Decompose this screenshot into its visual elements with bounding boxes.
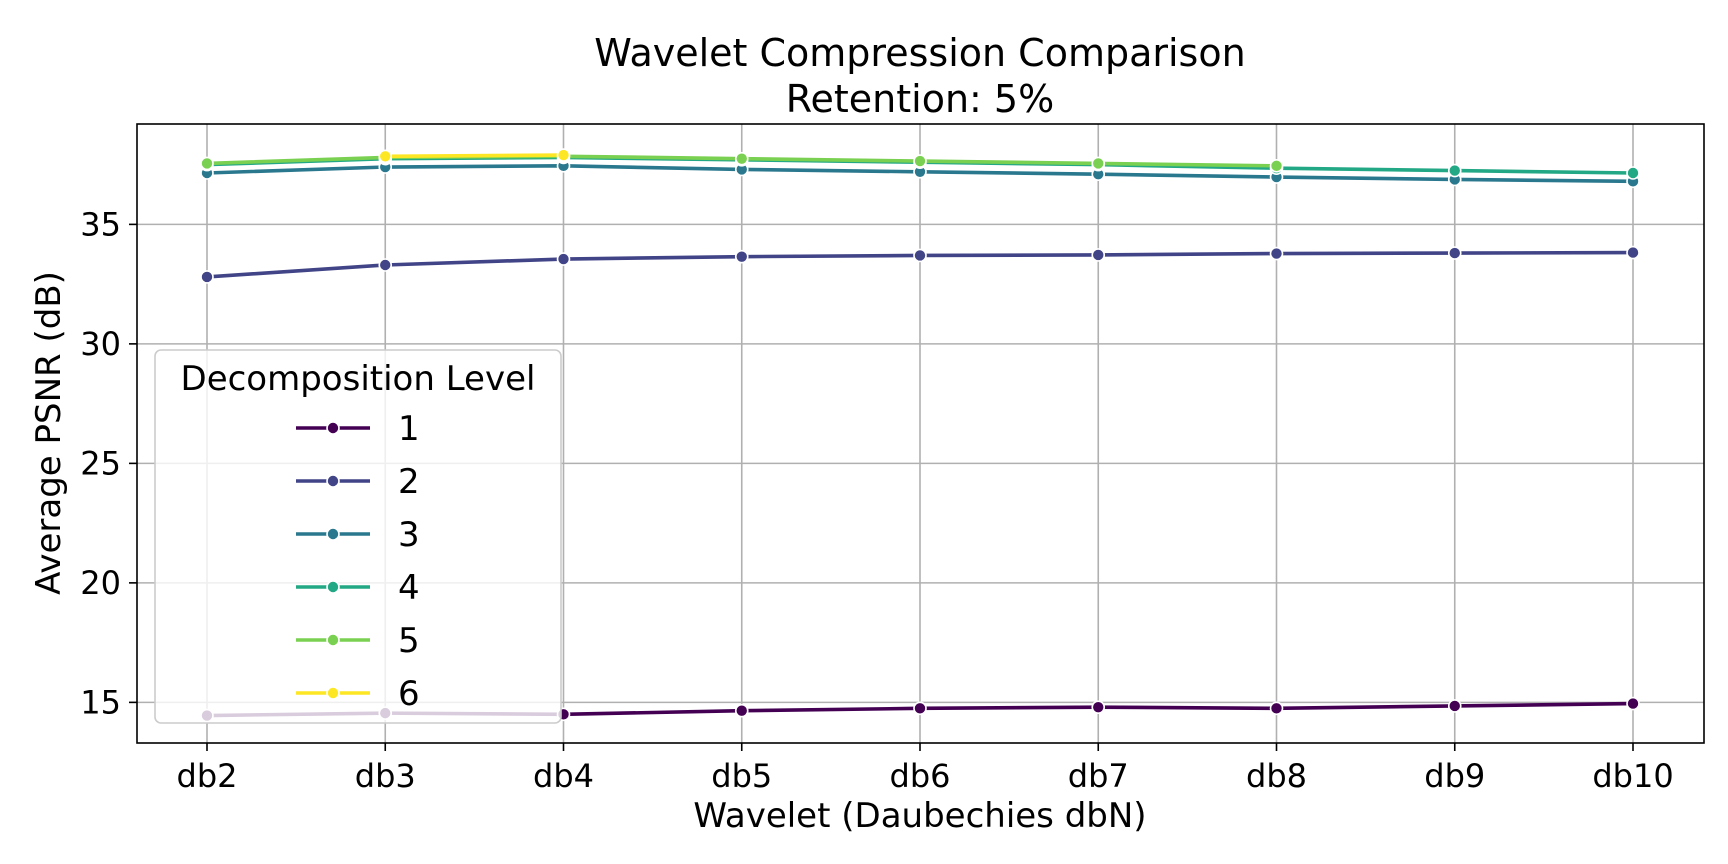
x-axis-label: Wavelet (Daubechies dbN)	[693, 796, 1146, 836]
data-point-6	[378, 149, 393, 164]
legend-marker	[326, 580, 340, 594]
y-tick-label: 25	[80, 444, 121, 482]
legend-item-6: 6	[296, 674, 420, 714]
x-tick-label: db3	[355, 757, 416, 795]
data-point-2	[200, 270, 214, 284]
data-point-2	[378, 258, 393, 272]
legend-item-3: 3	[296, 515, 420, 555]
legend-label: 3	[398, 515, 420, 555]
chart-title: Wavelet Compression Comparison	[594, 31, 1245, 75]
chart-subtitle: Retention: 5%	[786, 77, 1054, 121]
legend-label: 4	[398, 568, 420, 608]
x-tick-label: db10	[1592, 757, 1673, 795]
data-point-6	[556, 148, 571, 162]
y-tick-label: 20	[80, 564, 121, 602]
x-tick-label: db4	[533, 757, 594, 795]
legend-label: 6	[398, 674, 420, 714]
data-point-1	[1091, 700, 1106, 714]
legend-marker	[326, 421, 340, 435]
data-point-4	[1626, 166, 1640, 180]
data-point-1	[1269, 701, 1284, 716]
data-point-1	[913, 701, 927, 716]
legend-item-4: 4	[296, 568, 420, 608]
x-tick-label: db9	[1424, 757, 1485, 795]
series-6	[378, 148, 571, 164]
legend-label: 1	[398, 409, 420, 449]
data-point-2	[734, 249, 749, 264]
data-point-1	[1626, 696, 1640, 711]
legend-marker	[326, 633, 340, 647]
legend-items: 1 2 3 4 5 6	[296, 409, 420, 714]
x-tick-label: db5	[711, 757, 772, 795]
legend-marker	[326, 686, 340, 700]
data-point-2	[1626, 245, 1640, 260]
legend-box	[154, 349, 562, 724]
data-point-1	[1447, 699, 1462, 713]
x-tick-label: db6	[890, 757, 951, 795]
data-point-2	[1269, 246, 1284, 261]
series-line-6	[383, 153, 566, 159]
x-tick-label: db7	[1068, 757, 1129, 795]
x-tick-label: db8	[1246, 757, 1307, 795]
legend-item-2: 2	[296, 462, 420, 502]
legend-title: Decomposition Level	[181, 359, 536, 399]
series-2	[200, 245, 1640, 284]
legend-label: 2	[398, 462, 420, 502]
legend-item-1: 1	[296, 409, 420, 449]
data-point-5	[1269, 159, 1284, 173]
y-tick-label: 30	[80, 325, 121, 363]
y-tick-label: 15	[80, 683, 121, 721]
legend-marker	[326, 527, 340, 541]
x-tick-label: db2	[177, 757, 238, 795]
legend-marker	[326, 474, 340, 488]
data-point-2	[556, 252, 571, 266]
data-point-2	[913, 248, 927, 263]
y-axis-label: Average PSNR (dB)	[29, 271, 69, 595]
data-point-5	[200, 156, 214, 171]
legend-item-5: 5	[296, 621, 420, 661]
y-tick-label: 35	[80, 205, 121, 243]
data-point-2	[1091, 248, 1106, 262]
legend-label: 5	[398, 621, 420, 661]
legend: Decomposition Level 1 2 3 4 5 6	[154, 349, 562, 724]
data-point-2	[1447, 246, 1462, 260]
data-point-5	[1091, 156, 1106, 171]
data-point-4	[1447, 163, 1462, 178]
data-point-5	[734, 151, 749, 166]
data-point-5	[913, 154, 927, 168]
data-point-1	[734, 703, 749, 718]
